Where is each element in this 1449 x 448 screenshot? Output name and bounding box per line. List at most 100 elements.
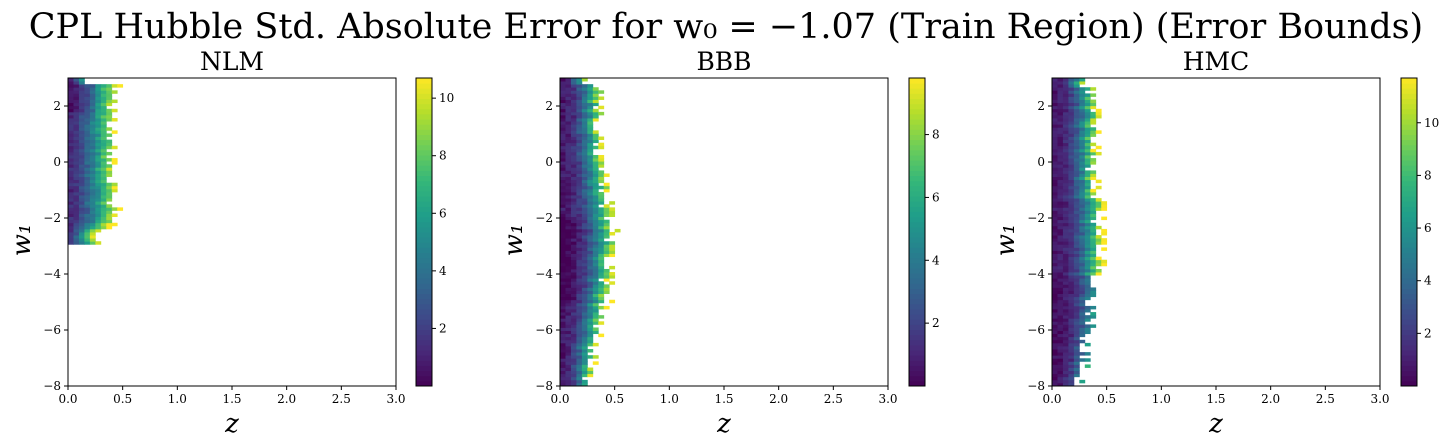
colorbar-segment xyxy=(1401,129,1417,135)
heatmap-cell xyxy=(89,210,96,214)
heatmap-cell xyxy=(570,170,577,174)
heatmap-cell xyxy=(560,155,566,159)
heatmap-cell xyxy=(1073,290,1080,294)
heatmap-cell xyxy=(68,161,74,165)
colorbar-segment xyxy=(416,339,432,346)
heatmap-cell xyxy=(592,136,599,140)
heatmap-cell xyxy=(565,182,572,187)
heatmap-cell xyxy=(100,216,107,221)
heatmap-cell xyxy=(89,136,96,140)
heatmap-cell xyxy=(587,185,594,190)
heatmap-cell xyxy=(1079,182,1086,187)
heatmap-cell xyxy=(570,148,577,153)
heatmap-cell xyxy=(89,185,96,190)
heatmap-cell xyxy=(576,342,583,347)
heatmap-cell xyxy=(560,173,566,177)
heatmap-cell xyxy=(78,225,85,230)
heatmap-cell xyxy=(73,167,80,171)
heatmap-cell xyxy=(1079,358,1086,362)
heatmap-cell xyxy=(587,111,594,116)
heatmap-cell xyxy=(570,293,577,298)
heatmap-cell xyxy=(603,219,610,224)
heatmap-cell xyxy=(565,355,572,359)
heatmap-cell xyxy=(1079,96,1086,100)
heatmap-cell xyxy=(570,253,577,258)
heatmap-cell xyxy=(78,136,85,140)
heatmap-cell xyxy=(598,195,605,199)
heatmap-cell xyxy=(1057,130,1064,134)
heatmap-cell xyxy=(100,130,107,134)
heatmap-cell xyxy=(576,250,583,254)
colorbar-segment xyxy=(909,196,925,202)
heatmap-cell xyxy=(581,333,588,338)
heatmap-cell xyxy=(1079,118,1086,122)
heatmap-cell xyxy=(1068,90,1075,94)
heatmap-cell xyxy=(560,238,566,242)
heatmap-cell xyxy=(106,213,113,217)
heatmap-cell xyxy=(1068,124,1075,128)
colorbar-segment xyxy=(1401,242,1417,248)
heatmap-cell xyxy=(1073,222,1080,227)
heatmap-cell xyxy=(592,164,599,168)
heatmap-cell xyxy=(84,118,91,122)
heatmap-cell xyxy=(68,155,74,159)
heatmap-cell xyxy=(570,275,577,279)
heatmap-cell xyxy=(1062,293,1069,298)
colorbar-segment xyxy=(416,324,432,331)
heatmap-cell xyxy=(1073,373,1080,378)
heatmap-cell xyxy=(592,318,599,322)
heatmap-cell xyxy=(1052,379,1058,384)
heatmap-cell xyxy=(598,321,605,325)
colorbar-segment xyxy=(1401,232,1417,238)
heatmap-cell xyxy=(598,201,605,205)
heatmap-cell xyxy=(592,296,599,301)
heatmap-cell xyxy=(598,305,605,310)
heatmap-cell xyxy=(1062,302,1069,307)
heatmap-cell xyxy=(1068,118,1075,122)
heatmap-cell xyxy=(89,84,96,88)
heatmap-cell xyxy=(1062,342,1069,347)
heatmap-cell xyxy=(565,148,572,153)
heatmap-cell xyxy=(1068,345,1075,350)
heatmap-cell xyxy=(1084,118,1091,122)
colorbar-segment xyxy=(1401,324,1417,331)
heatmap-cell xyxy=(560,170,566,174)
heatmap-cell xyxy=(89,127,96,131)
heatmap-cell xyxy=(565,155,572,159)
heatmap-cell xyxy=(587,96,594,100)
heatmap-cell xyxy=(1057,287,1064,291)
heatmap-cell xyxy=(1068,373,1075,378)
heatmap-cell xyxy=(1062,158,1069,162)
heatmap-cell xyxy=(581,84,588,88)
heatmap-cell xyxy=(1062,170,1069,174)
heatmap-cell xyxy=(560,90,566,94)
heatmap-cell xyxy=(598,105,605,110)
heatmap-cell xyxy=(565,151,572,156)
heatmap-cell xyxy=(581,318,588,322)
heatmap-cell xyxy=(73,201,80,205)
heatmap-cell xyxy=(1079,207,1086,211)
heatmap-cell xyxy=(84,90,91,94)
x-tick-label: 1.0 xyxy=(168,392,187,406)
heatmap-cell xyxy=(1073,241,1080,245)
heatmap-cell xyxy=(1052,265,1058,270)
heatmap-cell xyxy=(89,121,96,125)
x-tick-label: 0.5 xyxy=(1097,392,1116,406)
heatmap-cell xyxy=(100,90,107,94)
heatmap-cell xyxy=(598,216,605,221)
heatmap-cell xyxy=(1084,145,1091,150)
heatmap-cell xyxy=(1068,219,1075,224)
heatmap-cell xyxy=(1062,179,1069,184)
heatmap-cell xyxy=(1068,367,1075,371)
heatmap-cell xyxy=(565,207,572,211)
heatmap-cell xyxy=(1068,235,1075,239)
heatmap-cell xyxy=(73,228,80,233)
heatmap-cell xyxy=(1068,370,1075,375)
heatmap-cell xyxy=(570,78,577,82)
heatmap-cell xyxy=(565,232,572,236)
heatmap-cell xyxy=(1068,201,1075,205)
heatmap-cell xyxy=(592,99,599,104)
heatmap-cell xyxy=(581,253,588,258)
heatmap-cell xyxy=(68,151,74,156)
heatmap-cell xyxy=(1057,228,1064,233)
